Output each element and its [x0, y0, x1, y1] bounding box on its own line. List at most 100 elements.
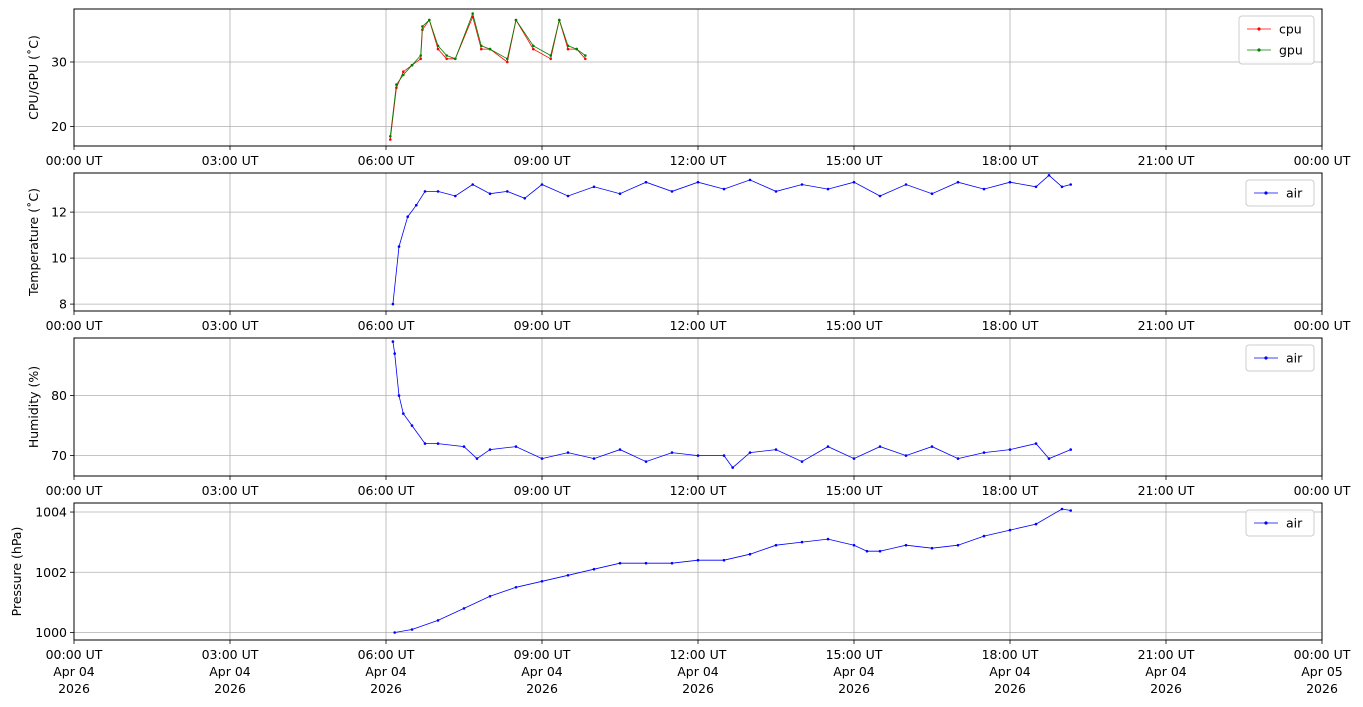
- x-tick-label: 00:00 UT: [1294, 483, 1351, 498]
- x-tick-label: 21:00 UT: [1138, 318, 1195, 333]
- x-tick-label: 15:00 UT: [826, 318, 883, 333]
- x-tick-label: 03:00 UT: [202, 153, 259, 168]
- data-point-cpu: [532, 47, 535, 51]
- data-point-air: [471, 183, 475, 186]
- data-point-air: [423, 442, 427, 445]
- x-tick-year: 2026: [1150, 681, 1182, 696]
- legend: cpu gpu: [1238, 15, 1315, 65]
- data-point-air: [436, 619, 440, 622]
- data-point-air: [415, 203, 418, 207]
- y-tick-label: 8: [59, 297, 67, 312]
- x-tick-label: 12:00 UT: [670, 153, 727, 168]
- legend: air: [1245, 509, 1315, 537]
- data-point-air: [618, 192, 622, 195]
- x-tick-label: 15:00 UT: [826, 483, 883, 498]
- x-tick-label: 21:00 UT: [1138, 483, 1195, 498]
- x-tick-date: Apr 04: [833, 664, 875, 679]
- data-point-air: [826, 187, 830, 191]
- data-point-air: [930, 192, 934, 195]
- data-point-air: [696, 180, 700, 184]
- x-tick-date: Apr 04: [989, 664, 1031, 679]
- y-tick-label: 70: [51, 448, 67, 463]
- data-point-air: [722, 187, 726, 191]
- data-point-air: [644, 460, 648, 463]
- chart-panel-1: 20 30 00:00 UT 03:00 UT 06:00 UT 09:00 UT 12:0…: [26, 8, 1351, 168]
- data-point-air: [696, 454, 700, 457]
- legend: air: [1245, 179, 1315, 207]
- data-point-air: [748, 178, 752, 182]
- data-point-gpu: [454, 57, 457, 61]
- data-point-air: [1069, 448, 1072, 451]
- data-point-air: [800, 540, 804, 544]
- y-axis-label: Humidity (%): [26, 366, 41, 448]
- x-tick-label: 00:00 UT: [46, 647, 103, 662]
- data-point-gpu: [402, 73, 405, 77]
- data-point-air: [774, 543, 778, 547]
- data-point-air: [865, 549, 869, 553]
- x-tick-label: 18:00 UT: [982, 483, 1039, 498]
- x-tick-label: 03:00 UT: [202, 318, 259, 333]
- data-point-air: [618, 561, 622, 565]
- data-point-air: [436, 190, 440, 193]
- data-point-gpu: [575, 47, 578, 51]
- x-tick-label: 03:00 UT: [202, 647, 259, 662]
- legend-marker-cpu: [1257, 27, 1261, 31]
- data-point-air: [731, 466, 734, 469]
- x-tick-label: 18:00 UT: [982, 647, 1039, 662]
- x-tick-date: Apr 05: [1301, 664, 1343, 679]
- data-point-air: [391, 302, 395, 306]
- legend-label-gpu: gpu: [1279, 43, 1303, 58]
- data-point-air: [566, 194, 570, 198]
- legend-label-air: air: [1286, 351, 1303, 366]
- data-point-cpu: [445, 57, 449, 61]
- data-point-air: [670, 451, 674, 454]
- legend-box: [1245, 344, 1315, 372]
- data-point-air: [930, 445, 934, 448]
- y-axis-label: Pressure (hPa): [9, 527, 24, 617]
- data-point-cpu: [389, 138, 392, 141]
- data-point-air: [1069, 183, 1072, 186]
- data-point-air: [488, 192, 492, 195]
- data-point-air: [436, 442, 440, 445]
- data-point-air: [393, 352, 397, 355]
- data-point-air: [391, 340, 395, 343]
- data-point-air: [540, 580, 544, 583]
- series-line-gpu: [389, 12, 586, 137]
- series-line-cpu: [389, 15, 586, 140]
- data-point-gpu: [436, 44, 440, 48]
- x-tick-label: 00:00 UT: [1294, 153, 1351, 168]
- data-point-air: [1034, 442, 1038, 445]
- data-point-air: [1047, 174, 1051, 177]
- data-point-air: [878, 445, 882, 448]
- y-tick-label: 12: [51, 205, 67, 220]
- data-point-air: [644, 561, 648, 565]
- data-point-air: [800, 460, 804, 463]
- data-point-cpu: [402, 70, 405, 73]
- data-point-air: [506, 190, 509, 193]
- data-point-air: [956, 543, 960, 547]
- data-point-air: [826, 537, 830, 541]
- y-axis-label: CPU/GPU (˚C): [26, 35, 41, 120]
- data-point-gpu: [514, 18, 518, 22]
- x-tick-date: Apr 04: [209, 664, 251, 679]
- data-point-air: [644, 180, 648, 184]
- x-tick-label: 00:00 UT: [46, 153, 103, 168]
- x-tick-date: Apr 04: [1145, 664, 1187, 679]
- legend-box: [1245, 509, 1315, 537]
- data-point-cpu: [506, 60, 509, 64]
- data-point-air: [670, 190, 674, 193]
- x-tick-label: 09:00 UT: [514, 647, 571, 662]
- data-point-cpu: [436, 47, 440, 51]
- data-point-air: [406, 215, 410, 218]
- data-point-air: [540, 183, 544, 186]
- y-tick-label: 1004: [35, 505, 67, 520]
- legend-box: [1245, 179, 1315, 207]
- data-point-air: [592, 457, 596, 460]
- data-point-air: [748, 552, 752, 556]
- x-tick-label: 00:00 UT: [1294, 318, 1351, 333]
- x-tick-label: 09:00 UT: [514, 318, 571, 333]
- data-point-gpu: [480, 44, 483, 48]
- data-point-air: [852, 180, 856, 184]
- data-point-gpu: [506, 57, 509, 61]
